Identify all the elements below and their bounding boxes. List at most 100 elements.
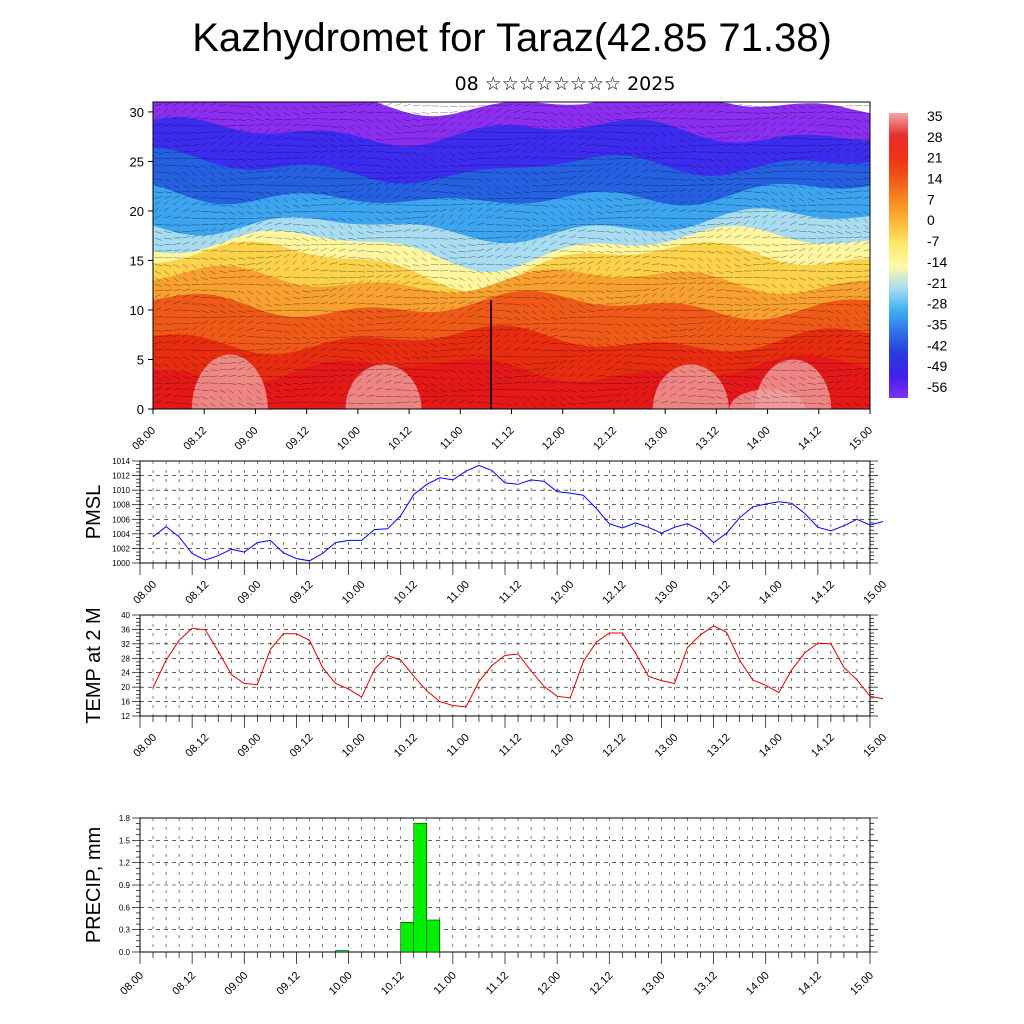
x-tick-label: 12.00: [548, 732, 576, 760]
x-tick-label: 15.00: [861, 579, 889, 607]
colorbar-label: -21: [927, 275, 947, 291]
y-tick-label: 32: [121, 640, 130, 649]
y-tick-label: 36: [121, 625, 130, 634]
heatmap-y-tick-label: 10: [130, 303, 144, 318]
heatmap-x-tick-label: 13.12: [694, 425, 722, 453]
y-tick-label: 20: [121, 683, 130, 692]
y-tick-label: 1004: [112, 530, 130, 539]
x-tick-label: 09.00: [235, 732, 263, 760]
wind-vectors: [154, 102, 870, 408]
x-tick-label: 15.00: [848, 970, 876, 998]
heatmap-y-tick-label: 30: [130, 105, 144, 120]
heatmap-x-tick-label: 08.00: [130, 425, 158, 453]
x-tick-label: 10.00: [327, 970, 355, 998]
colorbar-label: -35: [927, 316, 947, 332]
x-tick-label: 14.00: [757, 579, 785, 607]
precip-bar: [400, 921, 415, 953]
y-tick-label: 1.5: [119, 836, 131, 845]
y-tick-label: 1012: [112, 472, 130, 481]
y-tick-label: 1010: [112, 486, 130, 495]
x-tick-label: 08.00: [131, 732, 159, 760]
precip-bar: [335, 950, 349, 953]
y-tick-label: 0.0: [119, 948, 131, 957]
x-tick-label: 10.12: [392, 732, 420, 760]
heatmap-x-tick-label: 08.12: [181, 425, 209, 453]
y-tick-label: 1014: [112, 457, 130, 466]
x-tick-label: 10.00: [340, 732, 368, 760]
colorbar-label: -7: [927, 233, 940, 249]
x-tick-label: 12.12: [587, 970, 615, 998]
panel-1: 1000 1002 1004 1006 1008 1010 1012 1014 08.00 08.…: [83, 457, 889, 607]
pmsl-series-line: [152, 464, 884, 562]
x-tick-label: 14.12: [796, 970, 824, 998]
x-tick-label: 11.12: [497, 732, 524, 759]
y-tick-label: 0.9: [119, 881, 131, 890]
y-tick-label: 28: [121, 654, 130, 663]
heatmap-x-tick-label: 11.12: [489, 425, 516, 452]
figure-subtitle: 08 ☆☆☆☆☆☆☆☆ 2025: [454, 73, 676, 95]
heatmap-x-tick-label: 12.00: [540, 425, 568, 453]
x-tick-label: 15.00: [861, 732, 889, 760]
x-tick-label: 10.00: [340, 579, 368, 607]
colorbar-label: -42: [927, 337, 947, 353]
x-tick-label: 09.00: [235, 579, 263, 607]
axis-label: TEMP at 2 M: [83, 607, 105, 723]
heatmap-warm-core: [345, 364, 422, 409]
heatmap-y-tick-label: 5: [137, 352, 144, 367]
heatmap-x-tick-label: 11.00: [438, 425, 465, 452]
heatmap-x-tick-label: 14.12: [796, 425, 824, 453]
plot-frame: [139, 614, 871, 717]
x-tick-label: 13.00: [653, 579, 681, 607]
x-tick-label: 14.12: [809, 579, 837, 607]
x-tick-label: 12.12: [600, 579, 628, 607]
x-tick-label: 08.00: [131, 579, 159, 607]
y-tick-label: 1000: [112, 559, 130, 568]
x-tick-label: 11.12: [497, 579, 524, 606]
colorbar-label: 14: [927, 171, 943, 187]
y-tick-label: 1.8: [119, 814, 131, 823]
x-tick-label: 09.12: [275, 970, 303, 998]
y-tick-label: 16: [121, 698, 130, 707]
heatmap-y-tick-label: 20: [130, 204, 144, 219]
temperature-series-line: [152, 625, 884, 708]
colorbar-label: -14: [927, 254, 947, 270]
colorbar-label: -28: [927, 296, 947, 312]
heatmap-x-tick-label: 09.12: [284, 425, 312, 453]
x-tick-label: 08.12: [183, 579, 211, 607]
x-tick-label: 10.12: [379, 970, 407, 998]
figure-title: Kazhydromet for Taraz(42.85 71.38): [192, 16, 832, 60]
x-tick-label: 13.12: [705, 732, 733, 760]
x-tick-label: 12.00: [535, 970, 563, 998]
colorbar-label: -49: [927, 358, 947, 374]
x-tick-label: 09.00: [222, 970, 250, 998]
heatmap-x-tick-label: 15.00: [847, 425, 875, 453]
y-tick-label: 24: [121, 669, 130, 678]
precip-bar: [413, 822, 428, 953]
x-tick-label: 08.12: [183, 732, 211, 760]
x-tick-label: 11.00: [432, 970, 459, 997]
heatmap-y-tick-label: 15: [130, 253, 144, 268]
colorbar-label: 7: [927, 191, 935, 207]
heatmap-warm-core: [191, 354, 268, 409]
heatmap-x-tick-label: 14.00: [745, 425, 773, 453]
y-tick-label: 0.6: [119, 903, 131, 912]
heatmap-y-tick-label: 0: [137, 402, 144, 417]
x-tick-label: 13.12: [692, 970, 720, 998]
panel-3: 0.0 0.3 0.6 0.9 1.2 1.5 1.8 08.00 08.12 09.00 09.1…: [83, 814, 878, 998]
x-tick-label: 12.00: [548, 579, 576, 607]
x-tick-label: 12.12: [600, 732, 628, 760]
y-tick-label: 1006: [112, 515, 130, 524]
heatmap-x-tick-label: 10.12: [386, 425, 414, 453]
x-tick-label: 09.12: [288, 732, 316, 760]
heatmap-warm-core: [729, 389, 806, 409]
x-tick-label: 08.12: [170, 970, 198, 998]
heatmap-x-tick-label: 09.00: [233, 425, 261, 453]
x-tick-label: 13.00: [653, 732, 681, 760]
x-tick-label: 14.12: [809, 732, 837, 760]
x-tick-label: 13.12: [705, 579, 733, 607]
x-tick-label: 10.12: [392, 579, 420, 607]
heatmap-field: [153, 102, 870, 409]
heatmap-y-tick-label: 25: [130, 154, 144, 169]
x-tick-label: 11.00: [445, 732, 472, 759]
